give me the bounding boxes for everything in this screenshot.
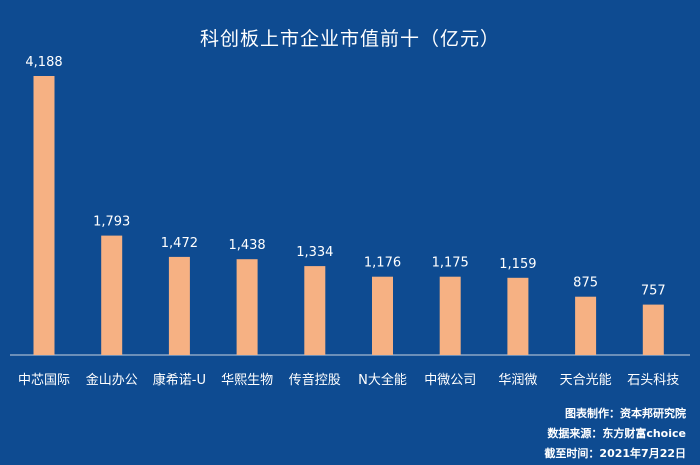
value-label-1: 4,188 xyxy=(25,55,62,70)
credit-chart-maker: 图表制作：资本邦研究院 xyxy=(565,407,686,420)
category-label-6: N大全能 xyxy=(358,372,407,388)
category-label-1: 中芯国际 xyxy=(18,373,70,388)
value-labels-group: 4,188 1,793 1,472 1,438 1,334 1,176 1,175 1,159… xyxy=(25,55,665,299)
bar-10 xyxy=(642,304,664,355)
bar-1 xyxy=(33,76,55,355)
bar-8 xyxy=(507,277,529,355)
value-label-4: 1,438 xyxy=(228,238,265,253)
bar-9 xyxy=(575,296,597,355)
value-label-7: 1,175 xyxy=(432,256,469,271)
value-label-3: 1,472 xyxy=(161,236,198,251)
value-label-8: 1,159 xyxy=(499,257,536,272)
category-label-3: 康希诺-U xyxy=(153,372,206,388)
category-labels-group: 中芯国际 金山办公 康希诺-U 华熙生物 传音控股 N大全能 中微公司 华润微 天合光能 石头科技 xyxy=(18,372,679,388)
chart-title: 科创板上市企业市值前十（亿元） xyxy=(199,28,500,50)
value-label-2: 1,793 xyxy=(93,215,130,230)
category-label-9: 天合光能 xyxy=(560,373,612,388)
bar-2 xyxy=(101,235,123,355)
category-label-4: 华熙生物 xyxy=(221,373,273,388)
credit-data-source: 数据来源：东方财富choice xyxy=(547,427,686,440)
bars-group xyxy=(33,76,664,355)
category-label-10: 石头科技 xyxy=(627,373,679,388)
bar-3 xyxy=(168,256,190,355)
category-label-7: 中微公司 xyxy=(424,373,476,388)
value-label-6: 1,176 xyxy=(364,256,401,271)
bar-5 xyxy=(304,266,326,355)
bar-7 xyxy=(439,276,461,355)
category-label-2: 金山办公 xyxy=(86,372,138,388)
category-label-5: 传音控股 xyxy=(289,372,341,388)
credits: 图表制作：资本邦研究院 数据来源：东方财富choice 截至时间：2021年7月… xyxy=(544,404,686,464)
category-label-8: 华润微 xyxy=(498,373,537,388)
value-label-10: 757 xyxy=(641,284,666,299)
bar-6 xyxy=(372,276,393,355)
value-label-5: 1,334 xyxy=(296,245,333,260)
credit-as-of-date: 截至时间：2021年7月22日 xyxy=(544,447,686,460)
value-label-9: 875 xyxy=(573,276,598,291)
bar-4 xyxy=(236,259,258,355)
